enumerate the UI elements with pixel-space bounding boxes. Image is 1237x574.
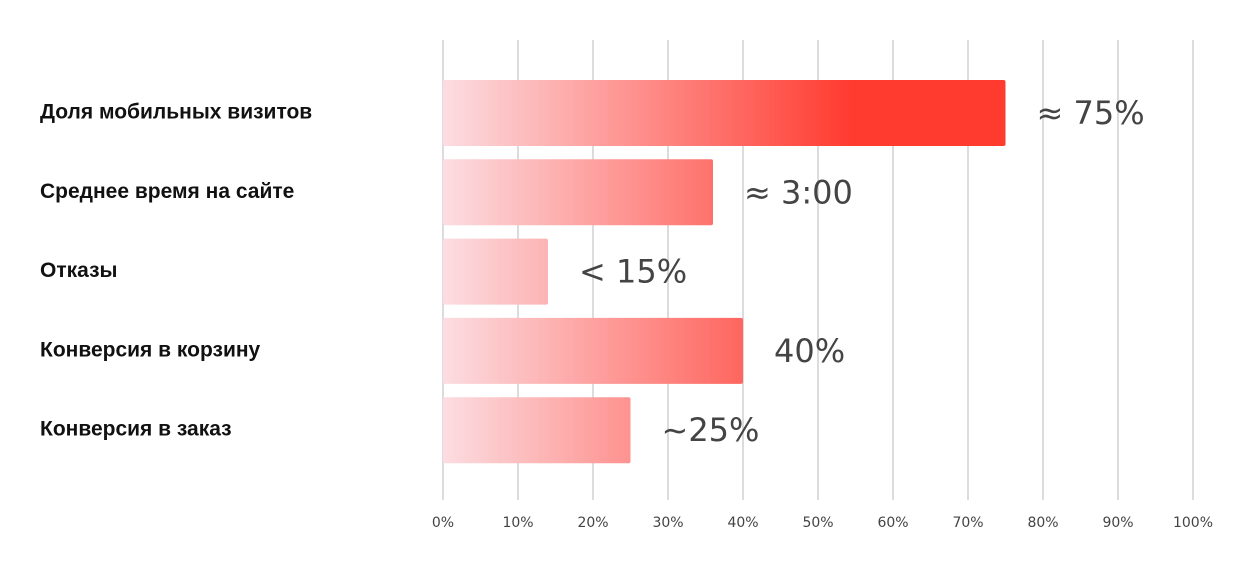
category-label: Конверсия в корзину: [40, 338, 261, 361]
x-tick-label: 20%: [577, 515, 608, 531]
x-tick-label: 40%: [727, 515, 758, 531]
x-tick-label: 30%: [652, 515, 683, 531]
value-label: < 15%: [579, 253, 687, 291]
x-tick-label: 80%: [1027, 515, 1058, 531]
x-tick-label: 0%: [432, 515, 454, 531]
x-tick-label: 50%: [802, 515, 833, 531]
bar: [443, 317, 743, 384]
bar: [443, 159, 713, 226]
value-label: 40%: [774, 332, 845, 370]
value-label: ~25%: [662, 411, 760, 449]
x-tick-label: 70%: [952, 515, 983, 531]
category-label: Среднее время на сайте: [40, 180, 294, 203]
category-label: Конверсия в заказ: [40, 418, 232, 441]
bar: [443, 238, 548, 305]
category-label: Отказы: [40, 259, 117, 282]
x-tick-label: 60%: [877, 515, 908, 531]
value-label: ≈ 3:00: [744, 173, 853, 211]
x-tick-label: 90%: [1102, 515, 1133, 531]
bar: [443, 80, 1006, 146]
x-tick-label: 100%: [1173, 515, 1213, 531]
category-label: Доля мобильных визитов: [40, 101, 312, 124]
x-tick-label: 10%: [502, 515, 533, 531]
value-label: ≈ 75%: [1037, 94, 1145, 132]
bar: [443, 397, 631, 464]
